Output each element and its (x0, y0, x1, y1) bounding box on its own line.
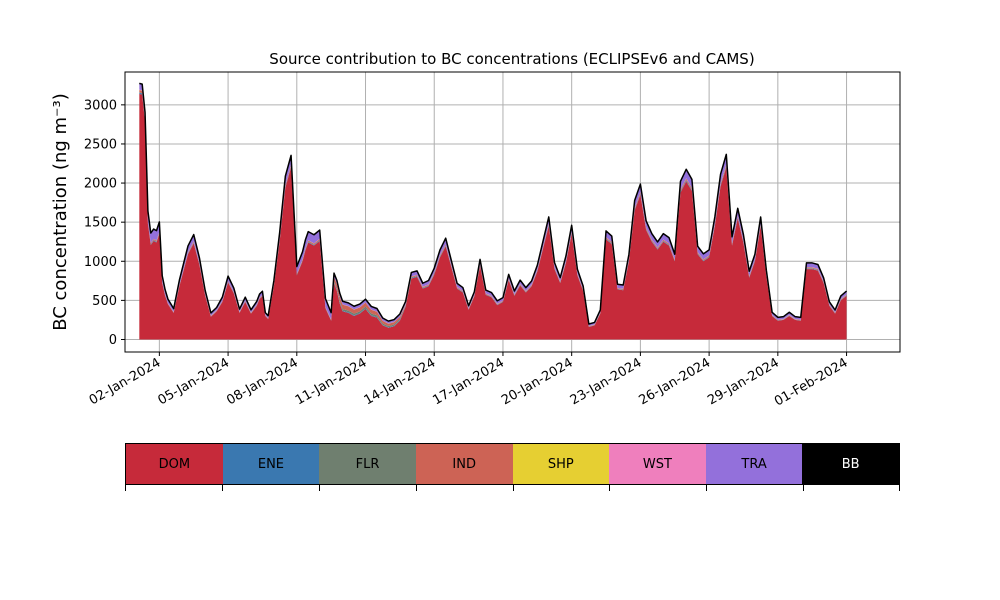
legend-tick (609, 485, 611, 491)
legend-item-ene: ENE (222, 444, 320, 484)
legend-item-flr: FLR (319, 444, 416, 484)
legend-label: TRA (741, 456, 767, 472)
legend-item-bb: BB (802, 444, 899, 484)
legend-tick (706, 485, 708, 491)
y-tick-label: 1500 (84, 216, 117, 231)
legend-tick-marks (125, 485, 900, 491)
total-concentration-line (139, 82, 848, 325)
legend-label: DOM (158, 456, 191, 472)
legend-item-ind: IND (415, 444, 513, 484)
legend-label: WST (642, 456, 672, 472)
y-axis-ticks: 0 500 1000 1500 2000 2500 3000 (84, 98, 125, 348)
y-tick-label: 0 (109, 333, 117, 348)
total-line-layer (139, 82, 848, 325)
legend-label: FLR (355, 456, 380, 472)
y-tick-label: 500 (92, 294, 117, 309)
legend-item-tra: TRA (705, 444, 803, 484)
legend-item-shp: SHP (512, 444, 610, 484)
legend-item-dom: DOM (126, 444, 223, 484)
y-tick-label: 2500 (84, 137, 117, 152)
legend-tick (899, 485, 900, 491)
chart-title: Source contribution to BC concentrations… (269, 50, 754, 68)
legend-tick (415, 485, 417, 491)
stacked-area-layer (139, 83, 847, 340)
legend-tick (221, 485, 223, 491)
legend-label: BB (841, 456, 860, 472)
plot-frame (124, 71, 901, 353)
legend-tick (512, 485, 514, 491)
y-tick-label: 2000 (84, 177, 117, 192)
legend-label: SHP (547, 456, 574, 472)
legend-tick (803, 485, 805, 491)
area-series-dom (139, 93, 847, 340)
legend-tick (125, 485, 126, 491)
y-tick-label: 1000 (84, 255, 117, 270)
legend-item-wst: WST (609, 444, 706, 484)
legend-colorbar: DOM ENE FLR IND SHP WST TRA BB (125, 443, 900, 485)
y-axis-title: BC concentration (ng m⁻³) (50, 93, 71, 331)
legend-tick (318, 485, 320, 491)
legend-label: ENE (257, 456, 285, 472)
y-tick-label: 3000 (84, 98, 117, 113)
legend-label: IND (452, 456, 476, 472)
